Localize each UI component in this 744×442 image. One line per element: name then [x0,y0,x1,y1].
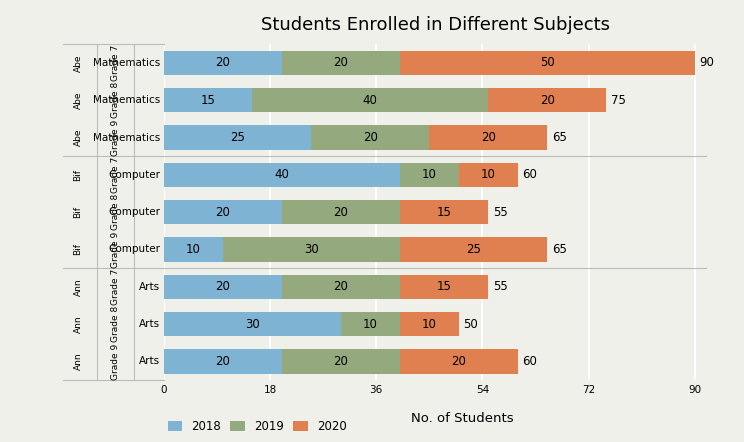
Text: Grade 8: Grade 8 [111,82,120,118]
Text: Mathematics: Mathematics [93,133,160,142]
Bar [400,163,459,187]
Text: 25: 25 [466,243,481,256]
Text: 20: 20 [540,94,555,107]
Text: 20: 20 [363,131,378,144]
Text: Grade 7: Grade 7 [111,45,120,81]
Text: Bif: Bif [74,169,83,181]
Text: Arts: Arts [139,356,160,366]
Text: 30: 30 [304,243,318,256]
Bar [282,349,400,373]
Text: 15: 15 [437,206,452,219]
Text: Grade 7: Grade 7 [111,157,120,193]
Text: Arts: Arts [139,319,160,329]
Bar [164,274,282,299]
Text: 20: 20 [215,280,230,293]
Bar [164,200,282,224]
Text: Grade 7: Grade 7 [111,269,120,305]
Bar [164,163,400,187]
Legend: 2018, 2019, 2020: 2018, 2019, 2020 [164,416,350,436]
Bar [222,237,400,262]
Bar [400,274,488,299]
Bar [282,274,400,299]
Text: 10: 10 [422,318,437,331]
Text: 50: 50 [540,57,555,69]
Bar [429,126,548,150]
Text: 10: 10 [422,168,437,181]
Text: Mathematics: Mathematics [93,58,160,68]
Bar [341,312,400,336]
Bar [400,200,488,224]
Text: Bif: Bif [74,206,83,218]
Text: Computer: Computer [108,170,160,180]
Bar [282,51,400,75]
Bar [400,51,695,75]
Text: 55: 55 [493,280,508,293]
Bar [164,51,282,75]
Text: Ann: Ann [74,353,83,370]
Text: 20: 20 [333,280,348,293]
Bar [459,163,518,187]
Bar [400,349,518,373]
Bar [311,126,429,150]
Text: 15: 15 [437,280,452,293]
Text: 20: 20 [215,57,230,69]
Text: 25: 25 [230,131,245,144]
Text: Grade 8: Grade 8 [111,194,120,230]
Text: 65: 65 [552,131,567,144]
Bar [400,312,459,336]
Text: Grade 9: Grade 9 [111,343,120,380]
Text: 20: 20 [215,206,230,219]
Bar [252,88,488,112]
Text: Abe: Abe [74,91,83,109]
Text: 20: 20 [481,131,496,144]
Bar [164,349,282,373]
Text: 60: 60 [522,168,537,181]
Bar [164,126,311,150]
Title: Students Enrolled in Different Subjects: Students Enrolled in Different Subjects [260,16,610,34]
Text: 60: 60 [522,355,537,368]
Text: Grade 9: Grade 9 [111,119,120,156]
Bar [164,237,222,262]
Text: Abe: Abe [74,54,83,72]
Text: 90: 90 [699,57,714,69]
Text: 40: 40 [363,94,378,107]
Text: 30: 30 [245,318,260,331]
Text: Arts: Arts [139,282,160,292]
Bar [164,88,252,112]
Text: 55: 55 [493,206,508,219]
Text: Grade 8: Grade 8 [111,306,120,342]
Text: Computer: Computer [108,207,160,217]
Bar [488,88,606,112]
Text: Computer: Computer [108,244,160,255]
Text: 15: 15 [201,94,216,107]
Text: Ann: Ann [74,278,83,296]
Text: 20: 20 [452,355,466,368]
Text: Bif: Bif [74,244,83,255]
Bar [282,200,400,224]
Text: 40: 40 [275,168,289,181]
Text: 10: 10 [186,243,201,256]
Bar [400,237,548,262]
Text: Abe: Abe [74,129,83,146]
Bar [164,312,341,336]
Text: 65: 65 [552,243,567,256]
Text: Mathematics: Mathematics [93,95,160,105]
Text: 20: 20 [333,355,348,368]
Text: 50: 50 [464,318,478,331]
Text: Grade 9: Grade 9 [111,231,120,267]
Text: 20: 20 [333,206,348,219]
Text: No. of Students: No. of Students [411,412,513,425]
Text: 10: 10 [363,318,378,331]
Text: 20: 20 [333,57,348,69]
Text: 20: 20 [215,355,230,368]
Text: 10: 10 [481,168,496,181]
Text: 75: 75 [611,94,626,107]
Text: Ann: Ann [74,315,83,333]
